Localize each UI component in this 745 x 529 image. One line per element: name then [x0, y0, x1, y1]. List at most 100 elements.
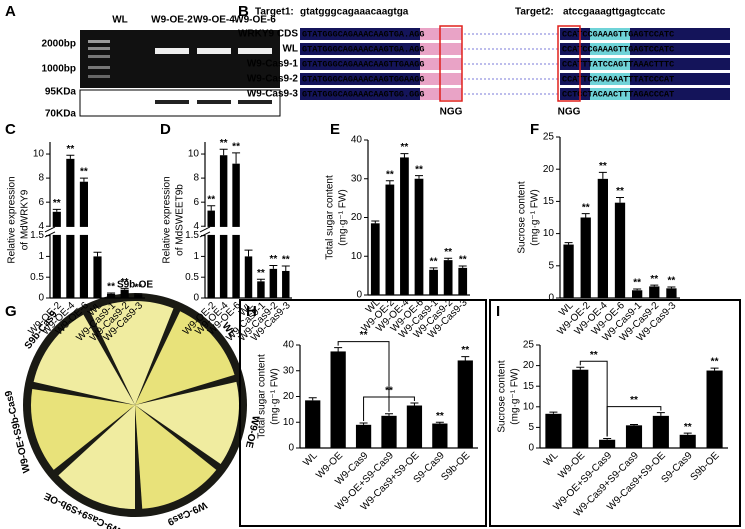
pam-label: NGG	[440, 107, 463, 118]
y-axis-label: (mg·g⁻¹ FW)	[530, 189, 541, 245]
y-axis-label: Total sugar content	[325, 175, 336, 260]
lane-label: W9-OE-2	[151, 15, 193, 26]
x-tick-label: S9b-OE	[689, 450, 722, 483]
x-tick-label: S9b-OE	[439, 450, 472, 483]
error-bar	[120, 287, 129, 290]
significance: **	[711, 357, 719, 368]
seq: GTATGGGCAGAAACAAGTGGAAGG	[302, 74, 424, 84]
bracket	[337, 341, 390, 412]
gel-band	[155, 48, 189, 54]
y-tick-label: 20	[523, 360, 535, 371]
panel-letter: B	[238, 3, 249, 20]
significance: **	[80, 167, 88, 178]
bar	[458, 267, 468, 295]
bar	[706, 370, 723, 448]
error-bar	[415, 175, 423, 179]
ladder-band	[88, 75, 110, 78]
significance: **	[430, 257, 438, 268]
bar	[597, 178, 608, 298]
significance: **	[386, 169, 394, 180]
y-tick-label: 40	[351, 135, 363, 146]
error-bar	[683, 432, 692, 435]
bar	[457, 360, 473, 448]
error-bar	[232, 152, 241, 164]
bracket	[606, 406, 662, 437]
bracket-label: **	[360, 330, 368, 341]
row-label: W9-Cas9-2	[247, 74, 299, 85]
bar	[120, 289, 129, 298]
y-tick-label: 1.5	[185, 230, 199, 241]
target-seq: atccgaaagttgagtccatc	[563, 7, 666, 18]
ladder-band	[88, 47, 110, 50]
error-bar	[93, 251, 102, 257]
seq-bg	[590, 88, 630, 100]
error-bar	[52, 208, 61, 212]
panel-letter: F	[530, 121, 539, 138]
panel-letter: H	[246, 303, 257, 320]
significance: **	[436, 411, 444, 422]
seq: CCTCCTACAACTTTAGACCCAT	[562, 89, 674, 99]
callus-wedge	[33, 314, 135, 405]
significance: **	[633, 278, 641, 289]
x-tick-label: WL	[542, 450, 561, 469]
y-tick-label: 0	[356, 290, 362, 301]
bar	[305, 400, 321, 448]
significance: **	[282, 255, 290, 266]
lane-label: W9-OE-6	[234, 15, 276, 26]
gel	[80, 30, 280, 88]
y-axis-label: of MdSWEET9b	[175, 184, 186, 256]
bar	[563, 244, 574, 298]
pam-box	[439, 25, 463, 102]
y-tick-label: 20	[283, 391, 295, 402]
bracket-label: **	[385, 386, 393, 397]
panel-letter: G	[5, 303, 17, 320]
y-axis-label: (mg·g⁻¹ FW)	[270, 368, 281, 424]
seq-bg	[300, 88, 420, 100]
marker-label: 70KDa	[45, 109, 77, 120]
bar	[107, 293, 116, 298]
bar	[545, 413, 562, 448]
axis-break	[44, 226, 145, 235]
error-bar	[616, 197, 624, 203]
y-axis-label: Relative expression	[162, 176, 173, 263]
blot-band	[197, 100, 231, 104]
y-axis-label: (mg·g⁻¹ FW)	[510, 368, 521, 424]
significance: **	[459, 255, 467, 266]
error-bar	[667, 286, 676, 289]
significance: **	[269, 254, 277, 265]
pam-box	[557, 25, 581, 102]
bar	[370, 223, 380, 295]
x-tick-label: WL	[301, 450, 320, 469]
significance: **	[684, 422, 692, 433]
significance: **	[650, 274, 658, 285]
seq: GTATGGGCAGAAACAAGTGA.AGG	[302, 44, 424, 54]
bar	[381, 415, 397, 448]
error-bar	[400, 153, 409, 158]
significance: **	[668, 276, 676, 287]
bracket	[579, 360, 608, 437]
seq-bg	[300, 58, 420, 70]
y-tick-label: 10	[283, 417, 295, 428]
significance: **	[401, 142, 409, 153]
seq-bg	[590, 73, 630, 85]
significance: **	[257, 268, 265, 279]
error-bar	[710, 367, 719, 371]
ladder-band	[88, 40, 110, 43]
y-tick-label: 5	[548, 260, 554, 271]
row-label: W9-Cas9-1	[247, 59, 299, 70]
error-bar	[134, 293, 143, 295]
y-tick-label: 0	[38, 293, 44, 304]
bar	[330, 351, 346, 448]
y-tick-label: 30	[351, 173, 363, 184]
y-tick-label: 1.5	[30, 230, 44, 241]
bar	[632, 290, 643, 298]
error-bar	[564, 242, 573, 245]
error-bar	[656, 412, 665, 416]
y-tick-label: 40	[283, 340, 295, 351]
bar	[244, 256, 253, 298]
error-bar	[359, 422, 368, 425]
bar	[134, 294, 143, 298]
bar	[432, 423, 448, 448]
error-bar	[385, 413, 393, 416]
bar	[400, 157, 409, 295]
